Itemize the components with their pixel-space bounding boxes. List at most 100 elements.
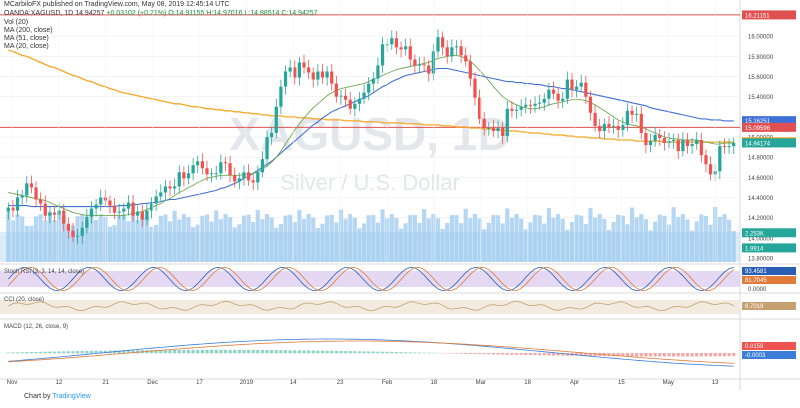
x-tick-label: 21 (102, 380, 109, 386)
candle-body (173, 186, 176, 188)
macd-histogram-bar (215, 350, 218, 353)
candle-body (718, 146, 721, 171)
macd-histogram-bar (242, 350, 245, 353)
candle-body (178, 172, 181, 186)
macd-histogram-bar (630, 353, 633, 356)
tradingview-logo-text[interactable]: Chart by TradingView (24, 393, 91, 400)
macd-histogram-bar (30, 352, 33, 353)
macd-histogram-bar (635, 353, 638, 356)
candle-body (723, 146, 726, 147)
x-tick-label: 23 (337, 380, 344, 386)
candle-body (575, 87, 578, 90)
y-tick-label: 15.80000 (748, 55, 774, 61)
y-tick-label: 15.60000 (748, 75, 774, 81)
macd-histogram-bar (529, 353, 532, 355)
candle-body (404, 46, 407, 49)
macd-histogram-bar (182, 350, 185, 353)
macd-histogram-bar (21, 352, 24, 353)
macd-histogram-bar (284, 350, 287, 353)
price-label: 1.9914 (745, 246, 764, 252)
candle-body (335, 84, 338, 97)
legend-ma51: MA (51, close) (4, 35, 49, 43)
candle-body (76, 236, 79, 237)
candle-body (71, 231, 74, 237)
stoch-value-d: 81.7045 (745, 278, 767, 284)
macd-histogram-bar (205, 350, 208, 353)
candle-body (270, 133, 273, 137)
macd-histogram-bar (478, 353, 481, 354)
macd-histogram-bar (256, 350, 259, 353)
candle-body (483, 119, 486, 128)
legend-ma20: MA (20, close) (4, 43, 49, 51)
candle-body (533, 104, 536, 106)
macd-histogram-bar (626, 353, 629, 356)
macd-histogram-bar (649, 353, 652, 356)
macd-value: 0.0159 (745, 344, 764, 350)
macd-histogram-bar (344, 351, 347, 353)
candle-body (395, 38, 398, 47)
macd-histogram-bar (71, 351, 74, 353)
candle-body (182, 172, 185, 178)
watermark-name: Silver / U.S. Dollar (280, 170, 460, 195)
macd-histogram-bar (667, 353, 670, 356)
candle-body (584, 83, 587, 97)
candle-body (293, 67, 296, 77)
macd-histogram-bar (335, 351, 338, 353)
candle-body (159, 192, 162, 196)
macd-histogram-bar (168, 350, 171, 353)
candle-body (520, 107, 523, 110)
macd-label: MACD (12, 26, close, 9) (4, 324, 68, 330)
macd-histogram-bar (53, 352, 56, 354)
macd-histogram-bar (293, 350, 296, 353)
macd-histogram-bar (312, 351, 315, 354)
candle-body (302, 62, 305, 67)
macd-histogram-bar (298, 350, 301, 353)
macd-histogram-bar (270, 350, 273, 353)
legend-ma200: MA (200, close) (4, 27, 53, 35)
macd-histogram-bar (25, 352, 28, 353)
macd-histogram-bar (362, 351, 365, 353)
candle-body (104, 197, 107, 200)
macd-histogram-bar (395, 352, 398, 353)
candle-body (196, 161, 199, 165)
candle-body (228, 163, 231, 175)
candle-body (321, 72, 324, 78)
candle-body (399, 47, 402, 49)
candle-body (409, 46, 412, 59)
macd-histogram-bar (718, 353, 721, 356)
candle-body (330, 72, 333, 84)
y-tick-label: 16.00000 (748, 35, 774, 41)
candle-body (552, 90, 555, 94)
candle-body (53, 213, 56, 215)
macd-histogram-bar (349, 351, 352, 353)
candle-body (141, 212, 144, 220)
candle-body (30, 183, 33, 187)
candle-body (413, 59, 416, 65)
candle-body (298, 62, 301, 77)
candle-body (663, 138, 666, 143)
publisher-info: MCarbiloFX published on TradingView.com,… (4, 1, 230, 8)
macd-histogram-bar (644, 353, 647, 356)
candle-body (81, 228, 84, 236)
candle-body (344, 96, 347, 100)
candle-body (247, 172, 250, 180)
candle-body (677, 140, 680, 151)
candle-body (62, 211, 65, 224)
legend-vol: Vol (20) (4, 19, 28, 27)
cci-band (0, 300, 740, 314)
macd-histogram-bar (473, 353, 476, 354)
candle-body (649, 141, 652, 145)
candle-body (192, 165, 195, 173)
x-tick-label: 2019 (240, 380, 254, 386)
x-tick-label: 13 (712, 380, 719, 386)
candle-body (261, 159, 264, 172)
macd-histogram-bar (321, 351, 324, 354)
macd-histogram-bar (423, 353, 426, 354)
candle-body (538, 103, 541, 104)
candle-body (566, 80, 569, 99)
y-tick-label: 14.60000 (748, 176, 774, 182)
price-label: 2.253K (745, 231, 764, 237)
macd-histogram-bar (339, 351, 342, 353)
candle-body (164, 186, 167, 192)
